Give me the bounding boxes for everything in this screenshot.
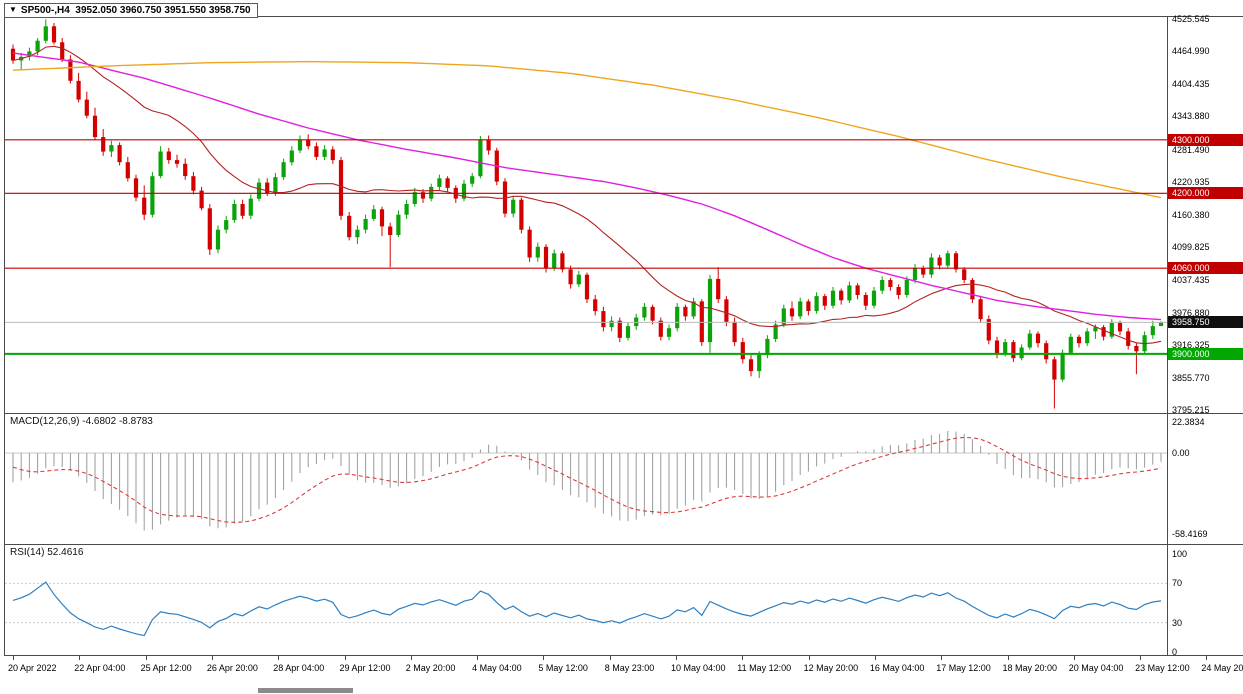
time-axis-label: 12 May 20:00 — [803, 663, 859, 673]
time-axis-label: 17 May 12:00 — [936, 663, 991, 673]
time-axis-label: 23 May 12:00 — [1135, 663, 1190, 673]
price-scale-label: 3916.325 — [1172, 340, 1210, 351]
time-axis[interactable]: 20 Apr 2022 22 Apr 04:00 25 Apr 12:00 26 Ap… — [4, 656, 1243, 684]
rsi-scale: 100 70 30 0 — [1168, 545, 1243, 657]
time-axis-tick — [1140, 656, 1142, 660]
rsi-scale-label: 100 — [1172, 549, 1188, 559]
time-axis-tick — [79, 656, 81, 660]
time-axis-tick — [543, 656, 545, 660]
price-scale-label: 4099.825 — [1172, 241, 1210, 252]
time-axis-tick — [676, 656, 677, 660]
price-scale-label: 4037.435 — [1172, 275, 1210, 286]
time-axis-tick — [1007, 656, 1009, 660]
macd-name: MACD(12,26,9) — [10, 416, 80, 427]
time-axis-tick — [874, 656, 876, 660]
rsi-panel[interactable]: RSI(14) 52.4616 — [5, 545, 1168, 655]
time-axis-tick — [477, 656, 479, 660]
time-axis-label: 18 May 20:00 — [1002, 663, 1058, 673]
symbol-name: SP500-,H4 — [20, 5, 70, 16]
rsi-scale-label: 0 — [1172, 647, 1178, 657]
price-scale-label: 3795.215 — [1172, 405, 1210, 415]
price-scale-label: 4220.935 — [1172, 177, 1210, 188]
chart-frame: 4525.545 4464.990 4404.435 4343.880 4281.490… — [4, 14, 1243, 657]
rsi-scale-label: 30 — [1172, 617, 1183, 628]
time-axis-label: 2 May 20:00 — [405, 663, 456, 673]
time-axis-tick — [808, 656, 810, 660]
hline-price-tag: 3900.000 — [1168, 347, 1243, 360]
time-axis-label: 5 May 12:00 — [538, 663, 588, 673]
macd-panel[interactable]: MACD(12,26,9) -4.6802 -8.8783 — [5, 414, 1168, 544]
time-axis-tick — [1073, 656, 1075, 660]
rsi-value: 52.4616 — [47, 547, 84, 558]
time-axis-tick — [410, 656, 412, 660]
time-axis-label: 24 May 20:00 — [1201, 663, 1243, 673]
hline-price-tag: 4200.000 — [1168, 187, 1243, 200]
rsi-scale-label: 70 — [1172, 578, 1183, 589]
time-axis-tick — [211, 656, 213, 660]
time-axis-label: 8 May 23:00 — [604, 663, 655, 673]
time-axis-label: 20 May 04:00 — [1068, 663, 1124, 673]
current-price-tag: 3958.750 — [1168, 316, 1243, 329]
time-axis-label: 11 May 12:00 — [737, 663, 792, 673]
time-axis-label: 26 Apr 20:00 — [206, 663, 258, 673]
time-axis-tick — [145, 656, 147, 660]
price-chart-row: 4525.545 4464.990 4404.435 4343.880 4281.490… — [5, 14, 1243, 415]
time-axis-label: 25 Apr 12:00 — [140, 663, 192, 673]
time-axis-tick — [344, 656, 346, 660]
price-scale-label: 3855.770 — [1172, 372, 1210, 383]
price-scale-label: 4160.380 — [1172, 209, 1210, 220]
macd-row: MACD(12,26,9) -4.6802 -8.8783 22.3834 0.0… — [5, 414, 1243, 545]
rsi-label: RSI(14) 52.4616 — [10, 547, 83, 558]
price-scale-label: 3976.880 — [1172, 307, 1210, 318]
time-axis-tick — [742, 656, 744, 660]
macd-values: -4.6802 -8.8783 — [82, 416, 153, 427]
symbol-marker-icon: ▼ — [9, 5, 17, 14]
time-axis-tick — [609, 656, 611, 660]
h-scrollbar-thumb[interactable] — [258, 688, 353, 693]
rsi-name: RSI(14) — [10, 547, 45, 558]
time-axis-tick — [13, 656, 14, 660]
macd-label: MACD(12,26,9) -4.6802 -8.8783 — [10, 416, 153, 427]
price-chart-canvas[interactable] — [5, 17, 1167, 413]
time-axis-tick — [278, 656, 280, 660]
price-scale-label: 4525.545 — [1172, 14, 1210, 24]
price-scale-label: 4464.990 — [1172, 46, 1210, 57]
time-axis-label: 16 May 04:00 — [869, 663, 925, 673]
time-axis-tick — [941, 656, 943, 660]
macd-scale-label: 0.00 — [1172, 448, 1190, 459]
symbol-info-box: ▼ SP500-,H4 3952.050 3960.750 3951.550 39… — [4, 3, 258, 18]
time-axis-label: 10 May 04:00 — [671, 663, 726, 673]
time-axis-label: 28 Apr 04:00 — [273, 663, 325, 673]
price-scale-label: 4404.435 — [1172, 78, 1210, 89]
time-axis-label: 4 May 04:00 — [472, 663, 522, 673]
hline-price-tag: 4300.000 — [1168, 133, 1243, 146]
time-axis-label: 22 Apr 04:00 — [74, 663, 126, 673]
rsi-canvas[interactable] — [5, 545, 1167, 655]
price-chart-panel[interactable] — [5, 17, 1168, 413]
time-axis-label: 20 Apr 2022 — [8, 663, 57, 673]
ohlc-readout: 3952.050 3960.750 3951.550 3958.750 — [75, 5, 251, 16]
macd-scale: 22.3834 0.00 -58.4169 — [1168, 414, 1243, 544]
macd-canvas[interactable] — [5, 414, 1167, 544]
time-axis-tick — [1206, 656, 1208, 660]
macd-scale-label: -58.4169 — [1172, 529, 1208, 539]
price-scale-label: 4343.880 — [1172, 111, 1210, 122]
hline-price-tag: 4060.000 — [1168, 262, 1243, 275]
rsi-row: RSI(14) 52.4616 100 70 30 0 — [5, 545, 1243, 657]
price-scale-label: 4281.490 — [1172, 144, 1210, 155]
horizontal-scrollbar[interactable] — [4, 687, 1243, 694]
macd-scale-label: 22.3834 — [1172, 417, 1205, 427]
price-scale[interactable]: 4525.545 4464.990 4404.435 4343.880 4281.490… — [1168, 14, 1243, 415]
time-axis-label: 29 Apr 12:00 — [339, 663, 391, 673]
